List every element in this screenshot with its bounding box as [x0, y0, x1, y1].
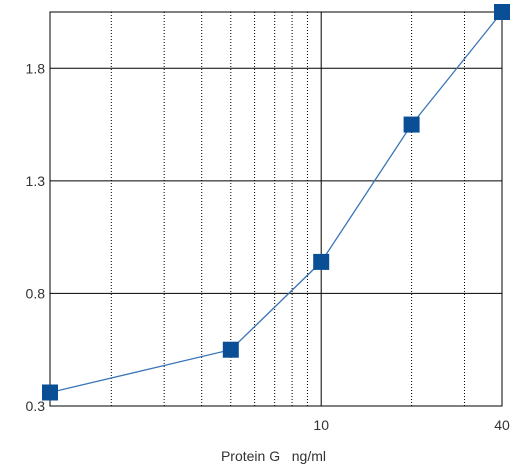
y-axis-ticks: 0.3 0.8 1.3 1.8: [26, 60, 46, 414]
plot-frame: [49, 11, 503, 407]
data-point: [494, 4, 510, 20]
data-point: [403, 116, 420, 133]
x-tick-label: 10: [313, 417, 329, 433]
y-tick-label: 0.3: [26, 398, 46, 414]
series-line: [49, 11, 503, 394]
x-tick-label: 40: [494, 417, 510, 433]
x-axis-ticks: 10 40: [313, 417, 510, 433]
y-tick-label: 1.3: [26, 173, 46, 189]
y-tick-label: 0.8: [26, 285, 46, 301]
data-point: [222, 341, 239, 358]
series-group: [42, 4, 510, 401]
grid: [50, 12, 502, 406]
data-point: [42, 384, 58, 401]
y-tick-label: 1.8: [26, 60, 46, 76]
data-point: [313, 253, 330, 270]
x-axis-label: Protein G ng/ml: [220, 448, 327, 464]
